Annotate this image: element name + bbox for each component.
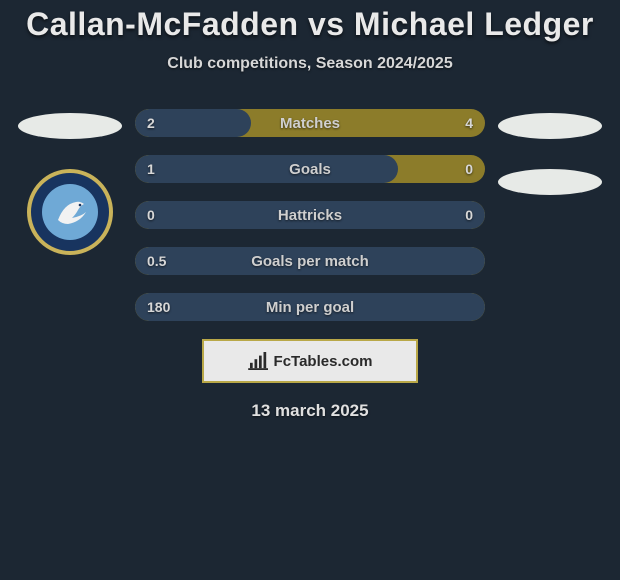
comparison-panel: 2 Matches 4 1 Goals 0 0 Hattricks 0 0.5 …	[0, 109, 620, 321]
left-club-badge	[27, 169, 113, 255]
page-title: Callan-McFadden vs Michael Ledger	[0, 6, 620, 43]
stat-label: Matches	[135, 109, 485, 137]
stat-row-goals-per-match: 0.5 Goals per match	[135, 247, 485, 275]
stats-bars: 2 Matches 4 1 Goals 0 0 Hattricks 0 0.5 …	[135, 109, 485, 321]
stat-row-hattricks: 0 Hattricks 0	[135, 201, 485, 229]
left-oval-1	[18, 113, 122, 139]
stat-label: Min per goal	[135, 293, 485, 321]
right-player-col	[495, 109, 605, 195]
subtitle: Club competitions, Season 2024/2025	[0, 55, 620, 73]
bar-chart-icon	[248, 352, 270, 370]
right-oval-1	[498, 113, 602, 139]
stat-row-matches: 2 Matches 4	[135, 109, 485, 137]
right-oval-2	[498, 169, 602, 195]
club-badge-inner	[42, 184, 98, 240]
stat-row-goals: 1 Goals 0	[135, 155, 485, 183]
stat-label: Goals per match	[135, 247, 485, 275]
stat-label: Hattricks	[135, 201, 485, 229]
stat-right-value: 0	[465, 155, 473, 183]
left-player-col	[15, 109, 125, 255]
footer-brand-text: FcTables.com	[274, 353, 373, 370]
stat-right-value: 0	[465, 201, 473, 229]
stat-label: Goals	[135, 155, 485, 183]
footer-brand-card: FcTables.com	[202, 339, 418, 383]
generation-date: 13 march 2025	[0, 401, 620, 421]
stat-right-value: 4	[465, 109, 473, 137]
bird-icon	[50, 192, 90, 232]
stat-row-min-per-goal: 180 Min per goal	[135, 293, 485, 321]
